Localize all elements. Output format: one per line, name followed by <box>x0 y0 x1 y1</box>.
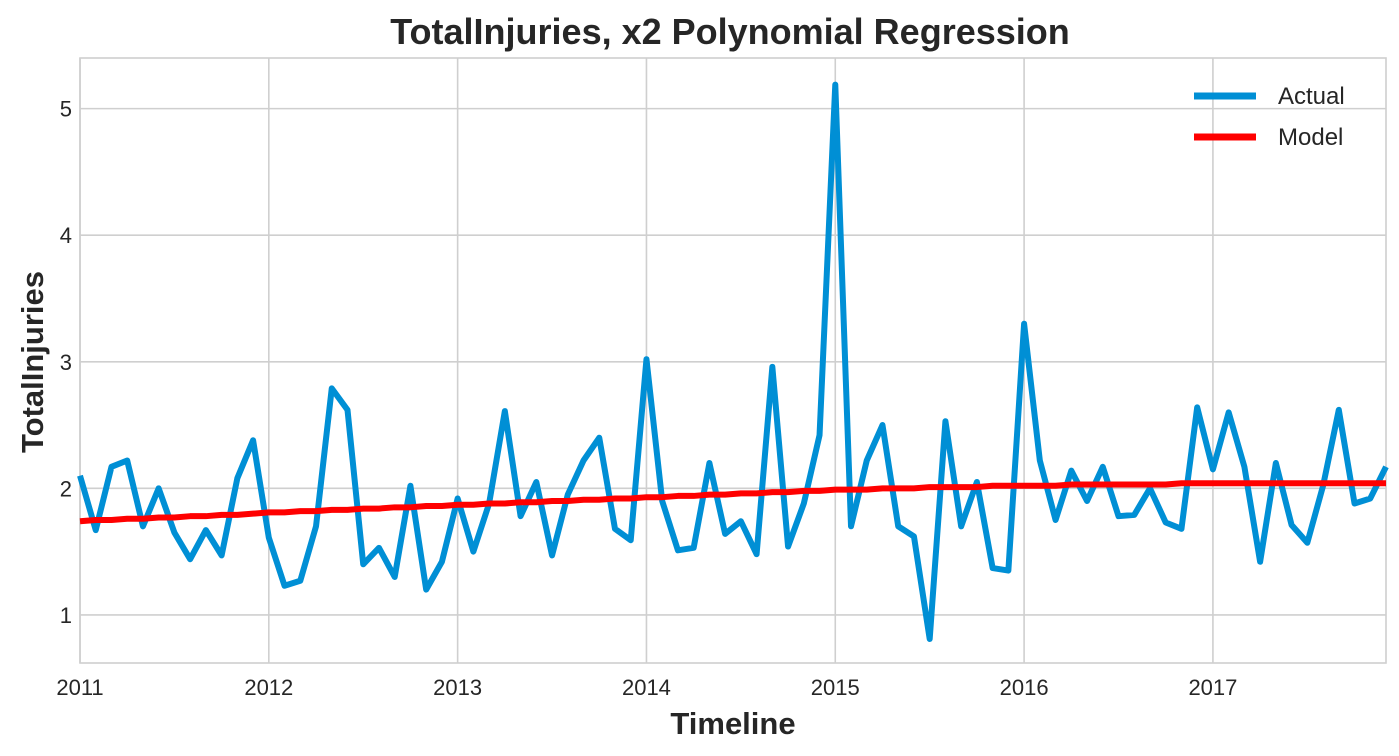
series-line-actual <box>77 81 1389 642</box>
x-tick-label: 2011 <box>56 675 103 700</box>
x-axis-title: Timeline <box>670 706 795 741</box>
x-tick-label: 2013 <box>433 675 482 700</box>
chart-title: TotalInjuries, x2 Polynomial Regression <box>390 11 1070 52</box>
series-layer <box>77 81 1389 642</box>
grid <box>79 57 1387 664</box>
y-tick-label: 1 <box>60 603 72 628</box>
plot-frame <box>79 57 1387 664</box>
legend-label-actual: Actual <box>1278 83 1345 110</box>
x-tick-label: 2014 <box>622 675 671 700</box>
legend-label-model: Model <box>1278 124 1343 151</box>
y-tick-labels: 1 2 3 4 5 <box>60 97 72 628</box>
x-tick-label: 2016 <box>1000 675 1049 700</box>
series-line-model <box>79 480 1386 525</box>
y-axis-title: TotalInjuries <box>15 271 50 453</box>
y-tick-label: 2 <box>60 476 72 501</box>
legend: Actual Model <box>1194 83 1345 151</box>
y-tick-label: 3 <box>60 350 72 375</box>
x-tick-label: 2015 <box>811 675 860 700</box>
x-tick-labels: 2011 2012 2013 2014 2015 2016 2017 <box>56 675 1237 700</box>
x-tick-label: 2017 <box>1188 675 1237 700</box>
y-tick-label: 4 <box>60 223 72 248</box>
y-tick-label: 5 <box>60 97 72 122</box>
x-tick-label: 2012 <box>244 675 293 700</box>
